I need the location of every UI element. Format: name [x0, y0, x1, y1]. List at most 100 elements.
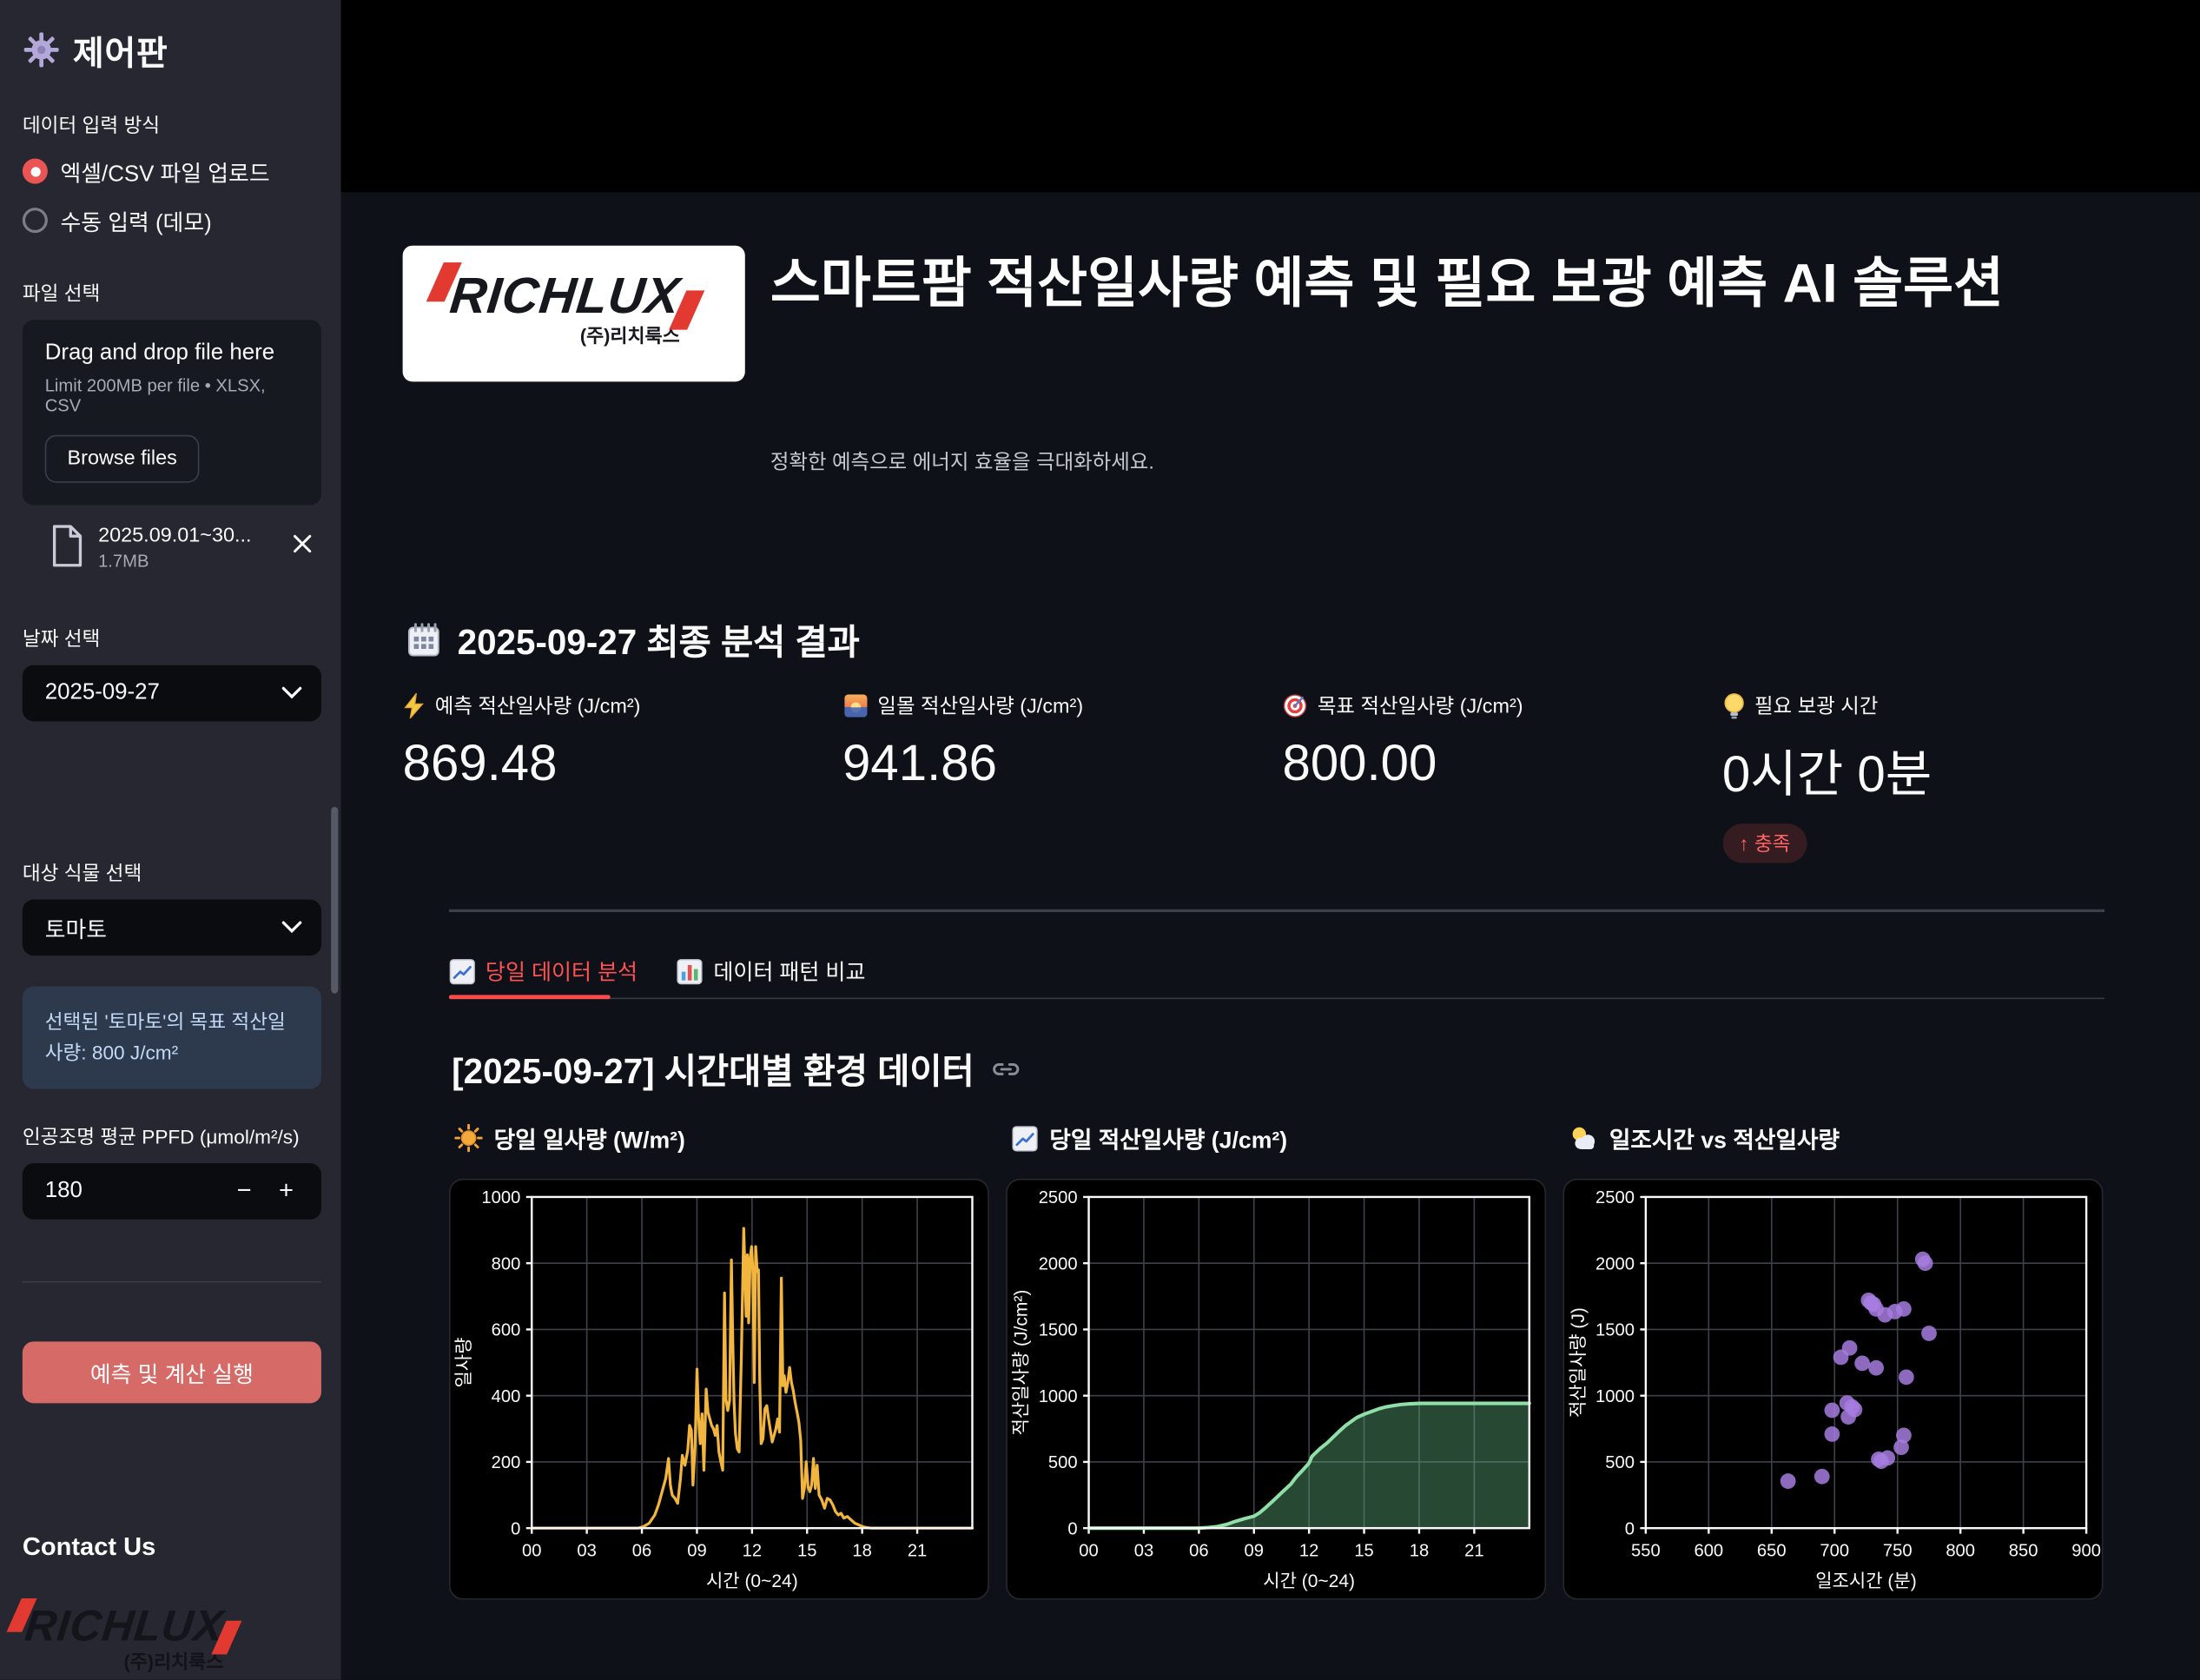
sun-icon	[454, 1123, 483, 1153]
chart-title-sunshine-vs-radiation: 일조시간 vs 적산일사량	[1569, 1121, 1840, 1155]
input-method-label: 데이터 입력 방식	[22, 113, 161, 136]
radio-excel-csv-upload[interactable]: 엑셀/CSV 파일 업로드	[22, 155, 321, 189]
sidebar-divider	[22, 1280, 321, 1283]
svg-text:일조시간 (분): 일조시간 (분)	[1815, 1571, 1916, 1591]
svg-text:800: 800	[1946, 1541, 1975, 1560]
page-subtitle: 정확한 예측으로 에너지 효율을 극대화하세요.	[770, 452, 1154, 475]
svg-text:03: 03	[1134, 1541, 1153, 1560]
metric-value: 800.00	[1282, 733, 1437, 792]
chart-cumulative-radiation: 00 03 06 09 12 15 18 21 0 500 1000 1500 2000 2500 시간 (…	[1006, 1178, 1547, 1600]
sidebar: 제어판 데이터 입력 방식 엑셀/CSV 파일 업로드 수동 입력 (데모) 파…	[0, 0, 341, 1680]
tab-data-pattern-compare[interactable]: 데이터 패턴 비교	[677, 956, 865, 1001]
run-prediction-button[interactable]: 예측 및 계산 실행	[22, 1340, 321, 1404]
ppfd-input[interactable]: 180 − +	[22, 1162, 321, 1220]
svg-text:1000: 1000	[1595, 1387, 1635, 1406]
svg-text:시간 (0~24): 시간 (0~24)	[1263, 1571, 1355, 1591]
file-dropzone[interactable]: Drag and drop file here Limit 200MB per …	[22, 320, 321, 506]
svg-text:적산일사량 (J/cm²): 적산일사량 (J/cm²)	[1011, 1290, 1031, 1436]
chevron-down-icon	[279, 919, 304, 936]
tab-underline-track	[448, 997, 2105, 1000]
section-divider	[448, 909, 2105, 912]
sidebar-scrollbar[interactable]	[331, 806, 339, 994]
metric-label: 필요 보광 시간	[1722, 691, 2151, 720]
status-badge-fulfilled: ↑ 충족	[1721, 823, 1807, 863]
svg-text:200: 200	[492, 1453, 521, 1472]
results-heading: 2025-09-27 최종 분석 결과	[404, 615, 860, 665]
svg-text:일사량: 일사량	[454, 1338, 474, 1388]
metric-label: 목표 적산일사량 (J/cm²)	[1282, 691, 1711, 720]
browse-files-button[interactable]: Browse files	[44, 434, 200, 483]
sidebar-title: 제어판	[73, 35, 168, 74]
svg-text:650: 650	[1757, 1541, 1787, 1560]
file-name: 2025.09.01~30...	[98, 525, 252, 548]
svg-text:600: 600	[1694, 1541, 1723, 1560]
svg-text:400: 400	[492, 1387, 521, 1406]
date-select-label: 날짜 선택	[22, 627, 101, 650]
svg-text:0: 0	[511, 1519, 520, 1538]
metric-value: 941.86	[842, 733, 997, 792]
svg-text:800: 800	[492, 1254, 521, 1273]
results-heading-text: 2025-09-27 최종 분석 결과	[457, 623, 860, 663]
remove-file-button[interactable]	[292, 533, 313, 554]
ppfd-minus-button[interactable]: −	[236, 1176, 252, 1205]
file-select-label: 파일 선택	[22, 281, 101, 305]
svg-text:2000: 2000	[1039, 1254, 1078, 1273]
svg-text:09: 09	[1245, 1541, 1264, 1560]
radio-selected-icon	[22, 158, 48, 184]
svg-text:15: 15	[1354, 1541, 1373, 1560]
svg-text:500: 500	[1048, 1453, 1078, 1472]
section-heading: [2025-09-27] 시간대별 환경 데이터	[452, 1044, 1021, 1095]
scatter-chart-sunshine-vs-radiation: 550 600 650 700 750 800 850 900 0 500 1000 1500 2000…	[1569, 1188, 2101, 1591]
chart-title-daily-radiation: 당일 일사량 (W/m²)	[454, 1121, 685, 1155]
tab-bar: 당일 데이터 분석 데이터 패턴 비교	[449, 956, 865, 1001]
ppfd-value: 180	[44, 1178, 83, 1203]
svg-text:00: 00	[522, 1541, 541, 1560]
svg-text:700: 700	[1820, 1541, 1849, 1560]
radio-label: 수동 입력 (데모)	[60, 211, 212, 236]
svg-text:600: 600	[492, 1321, 521, 1340]
ppfd-label: 인공조명 평균 PPFD (μmol/m²/s)	[22, 1125, 300, 1148]
bulb-icon	[1722, 691, 1745, 719]
svg-text:1500: 1500	[1595, 1321, 1635, 1340]
top-black-band	[340, 0, 2200, 193]
file-meta: 2025.09.01~30... 1.7MB	[98, 525, 252, 571]
svg-text:적산일사량 (J): 적산일사량 (J)	[1569, 1307, 1589, 1418]
lightning-icon	[403, 692, 426, 718]
svg-text:550: 550	[1631, 1541, 1661, 1560]
link-icon[interactable]	[991, 1054, 1022, 1085]
richlux-wordmark: RICHLUX	[447, 266, 684, 325]
richlux-subtext: (주)리치룩스	[579, 325, 680, 347]
sun-behind-cloud-icon	[1569, 1124, 1598, 1152]
metric-value: 0시간 0분	[1721, 744, 1932, 804]
page-title: 스마트팜 적산일사량 예측 및 필요 보광 예측 AI 솔루션	[770, 254, 2005, 314]
metric-predicted-radiation: 예측 적산일사량 (J/cm²) 869.48	[403, 691, 832, 863]
radio-manual-input[interactable]: 수동 입력 (데모)	[22, 203, 321, 237]
svg-text:00: 00	[1079, 1541, 1098, 1560]
svg-text:850: 850	[2009, 1541, 2038, 1560]
plant-select-value: 토마토	[44, 919, 108, 943]
plant-select[interactable]: 토마토	[22, 899, 321, 956]
plant-select-label: 대상 식물 선택	[22, 861, 142, 884]
chart-sunshine-vs-radiation: 550 600 650 700 750 800 850 900 0 500 1000 1500 2000…	[1562, 1178, 2104, 1600]
svg-text:2000: 2000	[1595, 1254, 1635, 1273]
sunrise-icon	[842, 692, 868, 718]
svg-text:21: 21	[908, 1541, 927, 1560]
richlux-logo-card: RICHLUX (주)리치룩스	[402, 245, 745, 382]
chart-increasing-icon	[1012, 1125, 1039, 1152]
svg-text:1000: 1000	[481, 1188, 520, 1207]
date-select[interactable]: 2025-09-27	[22, 665, 321, 722]
chart-title-cumulative-radiation: 당일 적산일사량 (J/cm²)	[1012, 1121, 1287, 1155]
target-icon	[1282, 692, 1307, 718]
file-icon	[50, 525, 84, 567]
svg-text:12: 12	[1299, 1541, 1318, 1560]
dropzone-hint: Limit 200MB per file • XLSX, CSV	[44, 375, 266, 416]
svg-text:06: 06	[632, 1541, 651, 1560]
gear-icon	[23, 31, 61, 69]
tab-daily-data-analysis[interactable]: 당일 데이터 분석	[449, 956, 638, 1001]
bar-chart-icon	[677, 958, 704, 985]
area-chart-cumulative-radiation: 00 03 06 09 12 15 18 21 0 500 1000 1500 2000 2500 시간 (…	[1011, 1188, 1531, 1591]
svg-text:03: 03	[577, 1541, 596, 1560]
ppfd-plus-button[interactable]: +	[279, 1176, 294, 1205]
metric-label: 예측 적산일사량 (J/cm²)	[403, 691, 832, 720]
richlux-subtext: (주)리치룩스	[123, 1650, 224, 1673]
